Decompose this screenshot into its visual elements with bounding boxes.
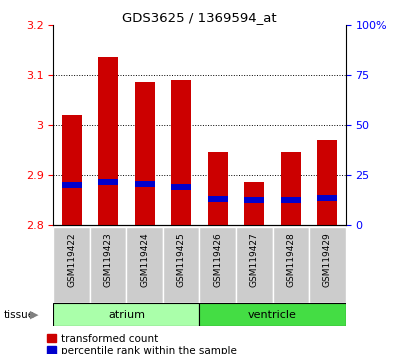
Bar [273,227,309,303]
Bar [53,303,199,326]
Bar [171,184,191,190]
Bar [317,140,337,225]
Text: GSM119424: GSM119424 [140,232,149,286]
Text: GSM119426: GSM119426 [213,232,222,287]
Bar [208,196,228,202]
Bar [135,181,155,187]
Bar [281,197,301,203]
Title: GDS3625 / 1369594_at: GDS3625 / 1369594_at [122,11,277,24]
Bar [163,227,199,303]
Text: GSM119423: GSM119423 [103,232,113,287]
Text: GSM119422: GSM119422 [67,232,76,286]
Bar [244,182,264,225]
Bar [317,195,337,201]
Text: GSM119427: GSM119427 [250,232,259,287]
Bar [98,57,118,225]
Bar [53,227,90,303]
Bar [126,227,163,303]
Text: GSM119429: GSM119429 [323,232,332,287]
Text: ▶: ▶ [30,310,38,320]
Bar [199,227,236,303]
Bar [244,197,264,203]
Bar [199,303,346,326]
Bar [309,227,346,303]
Bar [135,82,155,225]
Text: atrium: atrium [108,309,145,320]
Bar [62,115,82,225]
Bar [62,182,82,188]
Legend: transformed count, percentile rank within the sample: transformed count, percentile rank withi… [45,332,239,354]
Text: tissue: tissue [4,310,35,320]
Text: ventricle: ventricle [248,309,297,320]
Text: GSM119425: GSM119425 [177,232,186,287]
Bar [171,80,191,225]
Bar [236,227,273,303]
Bar [98,179,118,185]
Bar [281,152,301,225]
Bar [90,227,126,303]
Text: GSM119428: GSM119428 [286,232,295,287]
Bar [208,152,228,225]
